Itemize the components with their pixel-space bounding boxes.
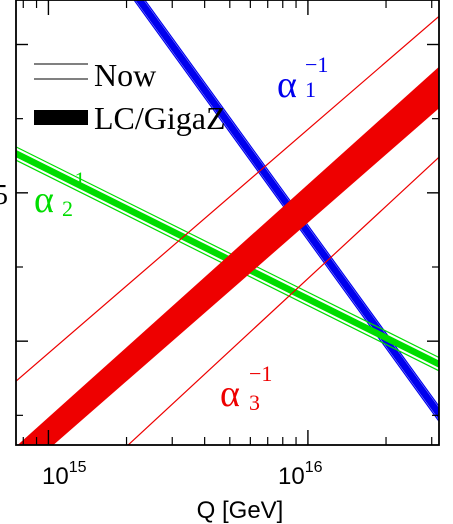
x-tick-label-1e16: 1016 xyxy=(278,459,323,490)
legend-swatch-lc xyxy=(34,110,88,125)
alpha3-now-lower-line xyxy=(127,156,439,445)
alpha2-now-upper-line xyxy=(16,146,439,359)
legend-label-now: Now xyxy=(94,57,156,93)
x-axis-label: Q [GeV] xyxy=(197,497,284,524)
series-label-alpha2: α −1 2 xyxy=(34,167,85,221)
y-tick-label: 5 xyxy=(0,180,8,211)
legend-label-lc: LC/GigaZ xyxy=(94,100,226,136)
x-tick-label-1e15: 1015 xyxy=(42,459,87,490)
alpha3-now-upper-line xyxy=(16,15,439,382)
alpha1-now-lower-line xyxy=(133,0,439,422)
plot-frame xyxy=(15,0,440,446)
series-label-alpha3: α −1 3 xyxy=(220,361,272,415)
alpha3-lc-band xyxy=(17,66,439,445)
axis-ticks xyxy=(16,0,439,445)
coupling-bands xyxy=(16,0,439,445)
alpha1-now-upper-line xyxy=(144,0,439,407)
legend: Now LC/GigaZ xyxy=(34,57,226,136)
series-label-alpha1: α −1 1 xyxy=(277,52,328,106)
